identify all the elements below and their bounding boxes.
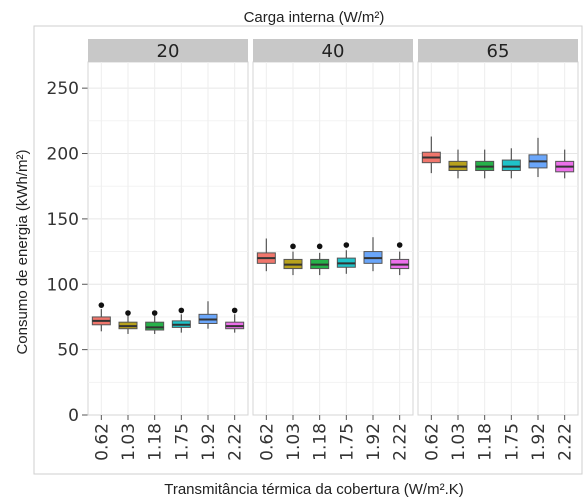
box-1.03 (283, 243, 303, 276)
facet-panel-40: 40 0.62 1.03 1.18 1.75 1.92 2.22 (252, 39, 414, 461)
y-tick-label: 150 (47, 210, 79, 230)
outlier-point (343, 242, 350, 248)
x-tick-label: 1.92 (364, 423, 384, 461)
box-1.03 (118, 310, 138, 334)
x-tick-label: 1.03 (449, 423, 469, 461)
x-tick-label: 1.18 (146, 423, 166, 461)
facet-strip (88, 39, 248, 62)
y-tick-label: 200 (47, 145, 79, 165)
panel-background (252, 61, 414, 416)
facet-strip-label: 65 (487, 41, 510, 62)
facet-strip-label: 40 (322, 41, 345, 62)
facet-strip (253, 39, 413, 62)
figure-border (33, 25, 583, 475)
box-1.92 (363, 237, 383, 272)
x-tick-label: 1.92 (199, 423, 219, 461)
x-tick-label: 2.22 (556, 423, 576, 461)
facet-panel-20: 20 0.62 1.03 1.18 1.75 1.92 2.22 (87, 39, 249, 461)
box-0.62 (91, 302, 111, 332)
x-tick-label: 0.62 (257, 423, 277, 461)
box-1.75 (171, 307, 191, 333)
outlier-point (178, 307, 185, 314)
outlier-point (125, 310, 131, 316)
box-body (145, 321, 165, 331)
box-2.22 (555, 149, 575, 179)
box-0.62 (421, 136, 441, 174)
outlier-point (98, 302, 105, 308)
x-tick-label: 0.62 (92, 423, 112, 461)
box-2.22 (390, 242, 410, 276)
x-tick-label: 1.75 (502, 423, 522, 461)
box-1.18 (145, 310, 165, 334)
box-1.03 (448, 149, 468, 179)
x-tick-label: 1.03 (119, 423, 139, 461)
y-tick-label: 0 (68, 406, 79, 426)
panel-background (87, 61, 249, 416)
box-2.22 (225, 307, 245, 333)
box-1.75 (501, 148, 521, 179)
y-tick-label: 250 (47, 79, 79, 99)
facet-panels: 20 0.62 1.03 1.18 1.75 1.92 2.22 40 0.62 1.03 1.18… (87, 39, 579, 461)
box-body (501, 159, 521, 172)
x-tick-label: 0.62 (422, 423, 442, 461)
outlier-point (290, 243, 296, 250)
box-1.92 (198, 301, 218, 329)
y-tick-label: 100 (47, 275, 79, 295)
x-tick-label: 2.22 (226, 423, 246, 461)
x-tick-label: 1.92 (529, 423, 549, 461)
outlier-point (316, 243, 323, 250)
x-tick-label: 1.18 (476, 423, 496, 461)
box-1.92 (528, 137, 548, 178)
y-tick-label: 50 (57, 341, 79, 361)
x-tick-label: 2.22 (391, 423, 411, 461)
chart-title: Carga interna (W/m²) (244, 9, 385, 26)
x-tick-label: 1.75 (172, 423, 192, 461)
y-axis-label: Consumo de energia (kWh/m²) (14, 149, 31, 354)
outlier-point (231, 307, 238, 314)
facet-panel-65: 65 0.62 1.03 1.18 1.75 1.92 2.22 (417, 39, 579, 461)
y-axis: 0 50 100 150 200 250 (47, 79, 88, 426)
x-axis-label: Transmitância térmica da cobertura (W/m²… (164, 481, 464, 498)
outlier-point (396, 242, 403, 248)
panel-background (417, 61, 579, 416)
x-tick-label: 1.03 (284, 423, 304, 461)
box-0.62 (256, 238, 276, 272)
box-1.18 (310, 243, 330, 276)
facet-strip (418, 39, 578, 62)
x-tick-label: 1.75 (337, 423, 357, 461)
facet-strip-label: 20 (157, 41, 180, 62)
x-tick-label: 1.18 (311, 423, 331, 461)
outlier-point (151, 310, 158, 316)
box-1.18 (475, 149, 495, 179)
box-1.75 (336, 242, 356, 274)
